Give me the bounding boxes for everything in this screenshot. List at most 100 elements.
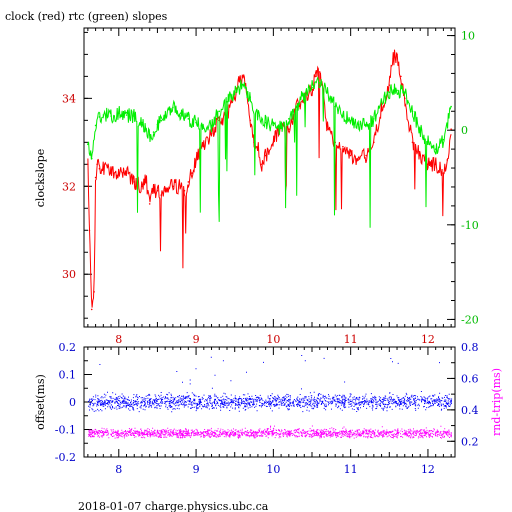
top-y-tick-label: 30 xyxy=(62,268,76,281)
series-clock-point xyxy=(94,176,97,179)
series-clock-point xyxy=(388,84,391,86)
series-rtc-point xyxy=(87,143,89,146)
series-clock-point xyxy=(87,163,89,166)
series-rtc-point xyxy=(145,127,147,130)
top-series xyxy=(87,49,452,311)
series-rtc-point xyxy=(334,105,336,108)
series-clock-point xyxy=(195,159,197,161)
series-clock-point xyxy=(233,97,236,100)
series-rtc-point xyxy=(411,110,414,113)
series-rtc-point xyxy=(141,121,143,124)
series-rtc-point xyxy=(203,127,205,130)
series-rtc-point xyxy=(152,131,155,133)
bottom-y-tick-label: -0.1 xyxy=(55,424,76,437)
series-clock-point xyxy=(172,185,174,188)
series-rtc-point xyxy=(442,138,445,141)
series-rtc-point xyxy=(164,114,166,116)
series-clock-point xyxy=(403,97,406,100)
series-clock-point xyxy=(260,163,263,166)
top-x-tick-label: 8 xyxy=(115,333,122,346)
bottom-y2-label: rnd-trip(ms) xyxy=(490,368,503,436)
series-clock-point xyxy=(237,79,240,82)
bottom-y2-tick-label: 0.6 xyxy=(461,372,479,385)
bottom-y-label: offset(ms) xyxy=(34,374,47,430)
series-rtc-point xyxy=(388,91,391,94)
series-clock-point xyxy=(380,106,383,108)
series-clock-point xyxy=(133,181,136,183)
series-rtc-point xyxy=(280,127,282,130)
series-clock-point xyxy=(357,159,360,161)
top-x-tick-label: 11 xyxy=(344,333,358,346)
series-clock-point xyxy=(90,308,93,311)
series-rtc-point xyxy=(172,106,174,109)
series-rtc-point xyxy=(303,93,306,96)
bottom-x-tick-label: 12 xyxy=(421,463,435,476)
series-rtc-point xyxy=(396,89,398,92)
series-rtc-point xyxy=(318,82,321,84)
top-right-ticks: -20 -10 0 10 xyxy=(447,30,479,326)
footer-text: 2018-01-07 charge.physics.ubc.ca xyxy=(78,500,269,512)
series-rtc-point xyxy=(94,124,97,127)
series-clock-point xyxy=(342,145,344,148)
series-clock-point xyxy=(450,128,452,130)
bottom-y-tick-label: 0.1 xyxy=(59,369,77,382)
series-rtc-point xyxy=(241,83,244,86)
series-clock-point xyxy=(183,189,186,192)
series-clock-point xyxy=(446,159,449,161)
series-clock-point xyxy=(392,57,394,60)
series-clock-point xyxy=(326,128,329,130)
series-rtc-point xyxy=(233,91,236,94)
series-rtc-point xyxy=(403,91,406,94)
series-clock-point xyxy=(98,167,101,170)
series-clock-point xyxy=(365,154,367,157)
series-rtc-point xyxy=(450,105,452,108)
top-y2-tick-label: -10 xyxy=(461,219,479,232)
series-clock-point xyxy=(349,154,352,157)
bottom-y-tick-label: -0.2 xyxy=(55,451,76,464)
series-clock-point xyxy=(191,172,194,174)
bottom-y-tick-label: 0.2 xyxy=(59,341,77,354)
series-rtc-point xyxy=(249,96,251,98)
series-rtc-point xyxy=(187,118,190,120)
series-clock-point xyxy=(257,145,259,148)
series-rtc-point xyxy=(311,86,313,89)
bottom-y-tick-label: 0 xyxy=(69,396,76,409)
series-clock-point xyxy=(396,53,398,56)
series-clock-point xyxy=(241,75,244,78)
series-clock-point xyxy=(264,154,267,157)
bottom-chart: 8 9 10 11 12 -0.2 -0.1 0 0.1 0.2 0.2 0.4 0.6 0.8 of… xyxy=(34,341,503,476)
top-x-tick-label: 12 xyxy=(421,333,435,346)
series-rtc-point xyxy=(434,148,437,150)
series-clock-point xyxy=(249,119,251,122)
series-rtc-point xyxy=(357,123,360,126)
bottom-x-tick-label: 8 xyxy=(115,463,122,476)
series-clock-point xyxy=(141,185,143,188)
series-rtc-point xyxy=(210,124,213,127)
series-rtc-point xyxy=(257,115,259,117)
bottom-left-ticks: -0.2 -0.1 0 0.1 0.2 xyxy=(55,341,92,464)
series-clock-point xyxy=(96,163,98,166)
chart-title: clock (red) rtc (green) slopes xyxy=(5,10,168,23)
series-clock-point xyxy=(117,172,120,174)
series-clock-point xyxy=(315,75,317,78)
bottom-right-ticks: 0.2 0.4 0.6 0.8 xyxy=(447,341,479,458)
top-left-ticks: 30 32 34 xyxy=(62,31,92,319)
series-clock-line xyxy=(87,49,452,308)
series-rtc-point xyxy=(195,121,197,124)
series-rtc-point xyxy=(148,134,151,136)
series-rtc-point xyxy=(156,123,159,126)
series-rtc-point xyxy=(160,119,163,122)
series-rtc-point xyxy=(342,115,344,117)
series-rtc-point xyxy=(117,112,120,114)
bottom-x-tick-label: 9 xyxy=(193,463,200,476)
top-y2-tick-label: 0 xyxy=(461,124,468,137)
top-x-ticks: 8 9 10 11 12 xyxy=(87,28,452,346)
series-rtc-point xyxy=(295,105,298,108)
bottom-y2-tick-label: 0.2 xyxy=(461,435,479,448)
series-clock-point xyxy=(164,189,166,192)
series-clock-point xyxy=(145,176,147,179)
series-rtc-point xyxy=(373,118,375,120)
series-clock-point xyxy=(125,172,128,174)
bottom-y2-tick-label: 0.8 xyxy=(461,341,479,354)
